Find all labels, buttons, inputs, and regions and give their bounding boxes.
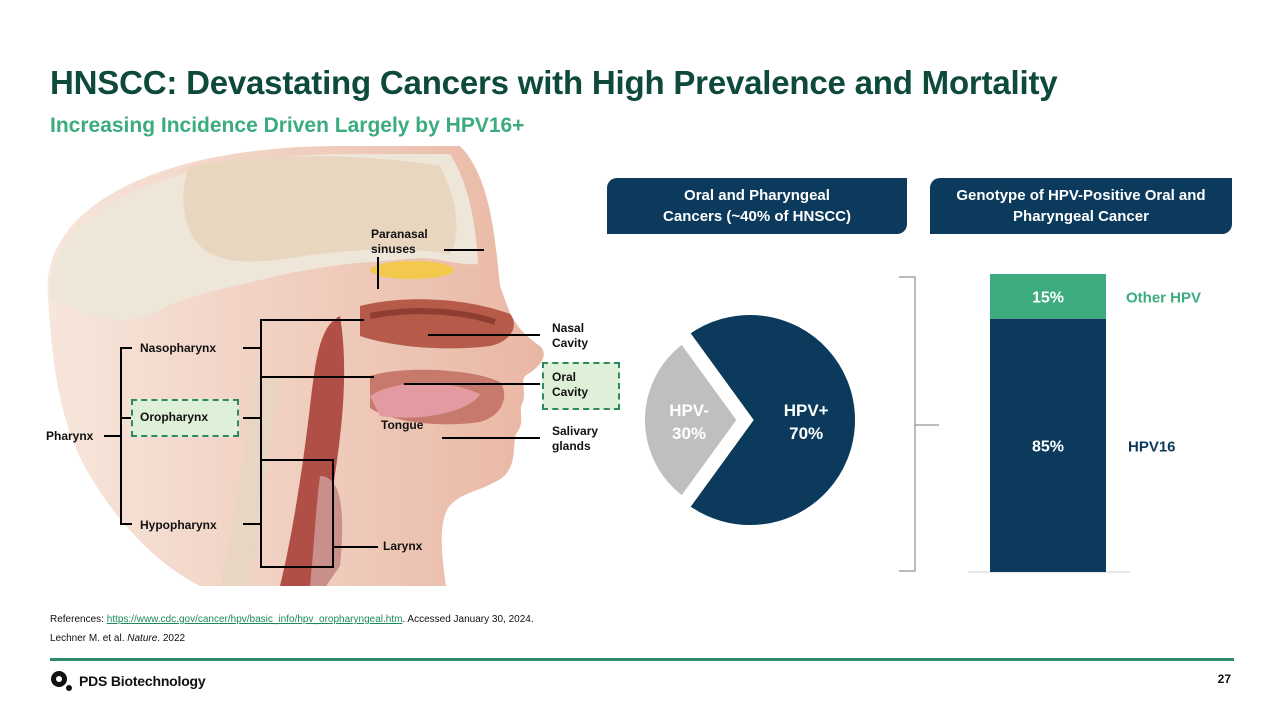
- pharynx-stem: [104, 435, 122, 437]
- pharynx-bracket: [120, 347, 122, 525]
- oral-cavity-line1: Oral: [552, 370, 577, 384]
- oro-tick: [120, 417, 132, 419]
- pharynx-label: Pharynx: [46, 429, 94, 443]
- footer-rule: [50, 658, 1234, 661]
- larynx-leader: [334, 546, 378, 548]
- salivary-line2: glands: [552, 439, 591, 453]
- oro-hypo-divider: [260, 459, 334, 461]
- larynx-label: Larynx: [383, 539, 423, 553]
- cdc-reference-link[interactable]: https://www.cdc.gov/cancer/hpv/basic_inf…: [106, 614, 403, 625]
- pie-value-1: 30%: [672, 424, 706, 443]
- bar-header: Genotype of HPV-Positive Oral and Pharyn…: [930, 178, 1232, 234]
- salivary-line1: Salivary: [552, 424, 599, 438]
- pie-label-1: HPV-: [669, 401, 709, 420]
- paranasal-line2: sinuses: [371, 242, 416, 256]
- pie-header: Oral and Pharyngeal Cancers (~40% of HNS…: [607, 178, 907, 234]
- reference-2: Lechner M. et al. Nature. 2022: [50, 629, 534, 648]
- oral-cavity-label: Oral Cavity: [552, 370, 588, 400]
- oro-connector: [243, 417, 262, 419]
- bar-header-line2: Pharyngeal Cancer: [1013, 208, 1149, 225]
- ref2-year: . 2022: [157, 633, 186, 644]
- oropharynx-highlight: [131, 399, 239, 437]
- hpv-genotype-bar-chart: 85% HPV16 15% Other HPV: [968, 274, 1201, 573]
- larynx-box-right: [332, 459, 334, 568]
- oral-cavity-line2: Cavity: [552, 385, 589, 399]
- page-title: HNSCC: Devastating Cancers with High Pre…: [50, 64, 1058, 101]
- naso-connector: [243, 347, 262, 349]
- ref-prefix: References:: [50, 614, 107, 625]
- region-bracket: [260, 319, 262, 567]
- pie-value-0: 70%: [789, 424, 823, 443]
- pie-slice-hpv-positive: [682, 309, 861, 531]
- company-name: PDS Biotechnology: [79, 673, 206, 689]
- bar-value-label-1: 15%: [1032, 289, 1064, 306]
- paranasal-label: Paranasal sinuses: [371, 227, 428, 257]
- paranasal-leader-down: [377, 257, 379, 289]
- reference-1: References: https://www.cdc.gov/cancer/h…: [50, 610, 534, 629]
- pie-to-bar-bracket: [899, 276, 939, 572]
- pds-logo-icon: [51, 671, 72, 691]
- hypopharynx-label: Hypopharynx: [140, 518, 217, 532]
- naso-oro-divider: [260, 376, 374, 378]
- hypo-bottom-line: [260, 566, 334, 568]
- hypo-tick: [120, 523, 132, 525]
- page-number: 27: [1217, 672, 1231, 686]
- naso-top-line: [260, 319, 364, 321]
- bar-value-label-0: 85%: [1032, 438, 1064, 455]
- nasal-leader: [428, 334, 540, 336]
- naso-tick: [120, 347, 132, 349]
- bar-series-label-1: Other HPV: [1126, 289, 1201, 306]
- tongue-label: Tongue: [381, 418, 424, 432]
- hypo-connector: [243, 523, 262, 525]
- ref2-journal: Nature: [127, 633, 158, 644]
- bar-segment-other-hpv: [990, 274, 1106, 319]
- hpv-pie-chart: HPV+ 70% HPV- 30%: [639, 309, 861, 531]
- paranasal-line1: Paranasal: [371, 227, 428, 241]
- pie-header-line2: Cancers (~40% of HNSCC): [663, 208, 851, 225]
- nasopharynx-label: Nasopharynx: [140, 341, 217, 355]
- nasal-cavity-label: Nasal Cavity: [552, 321, 588, 351]
- salivary-label: Salivary glands: [552, 424, 598, 454]
- pie-label-0: HPV+: [784, 401, 829, 420]
- salivary-leader: [442, 437, 540, 439]
- page-subtitle: Increasing Incidence Driven Largely by H…: [50, 114, 525, 137]
- nasal-cavity-line2: Cavity: [552, 336, 589, 350]
- references: References: https://www.cdc.gov/cancer/h…: [50, 610, 534, 648]
- paranasal-leader: [444, 249, 484, 251]
- bar-header-line1: Genotype of HPV-Positive Oral and: [956, 187, 1206, 204]
- ref2-author: Lechner M. et al.: [50, 633, 128, 644]
- oral-leader: [404, 383, 540, 385]
- bar-segment-hpv16: [990, 318, 1106, 572]
- head-anatomy-illustration: [40, 146, 560, 586]
- ref-suffix: . Accessed January 30, 2024.: [402, 614, 534, 625]
- pie-header-line1: Oral and Pharyngeal: [684, 187, 830, 204]
- oral-cavity-highlight: [542, 362, 620, 410]
- oropharynx-label: Oropharynx: [140, 410, 209, 424]
- bar-series-label-0: HPV16: [1128, 438, 1176, 455]
- pie-slice-hpv-negative: [639, 336, 744, 504]
- nasal-cavity-line1: Nasal: [552, 321, 585, 335]
